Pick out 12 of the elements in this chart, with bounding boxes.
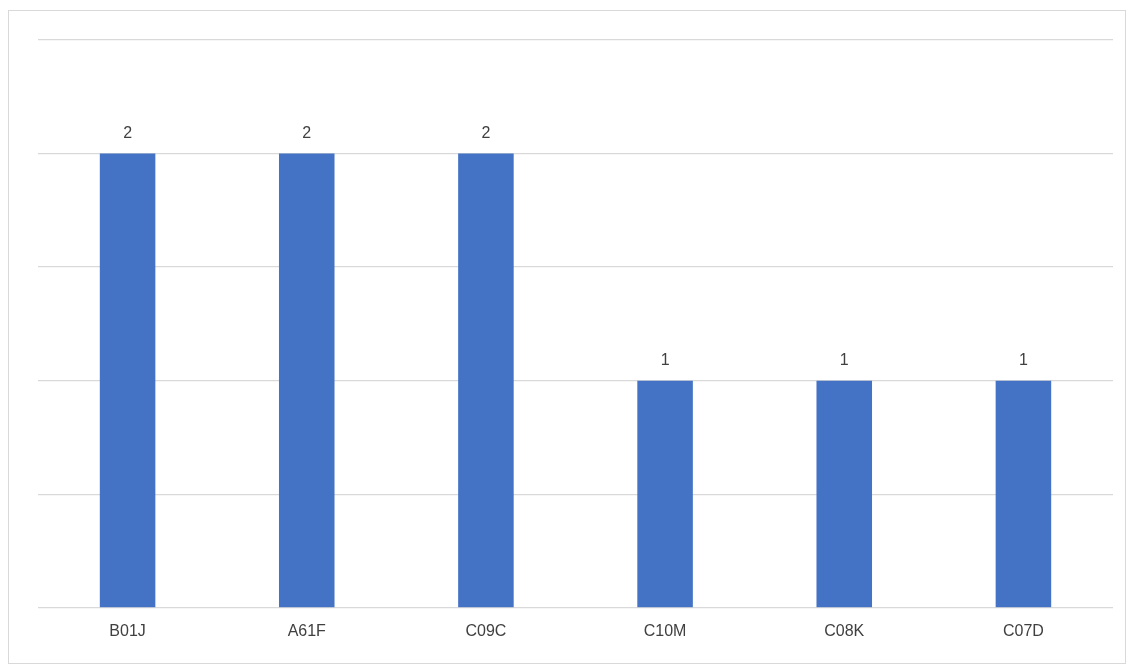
x-tick-label: C09C <box>465 621 507 639</box>
x-tick-label: A61F <box>287 621 327 639</box>
data-label: 1 <box>839 351 849 369</box>
data-label: 1 <box>660 351 670 369</box>
data-label: 2 <box>123 123 133 141</box>
x-tick-label: C10M <box>643 621 687 639</box>
data-label: 1 <box>1018 351 1028 369</box>
x-tick-label: B01J <box>109 621 146 639</box>
x-tick-label: C08K <box>824 621 865 639</box>
data-label: 2 <box>302 123 312 141</box>
data-label: 2 <box>481 123 491 141</box>
x-tick-label: C07D <box>1002 621 1044 639</box>
